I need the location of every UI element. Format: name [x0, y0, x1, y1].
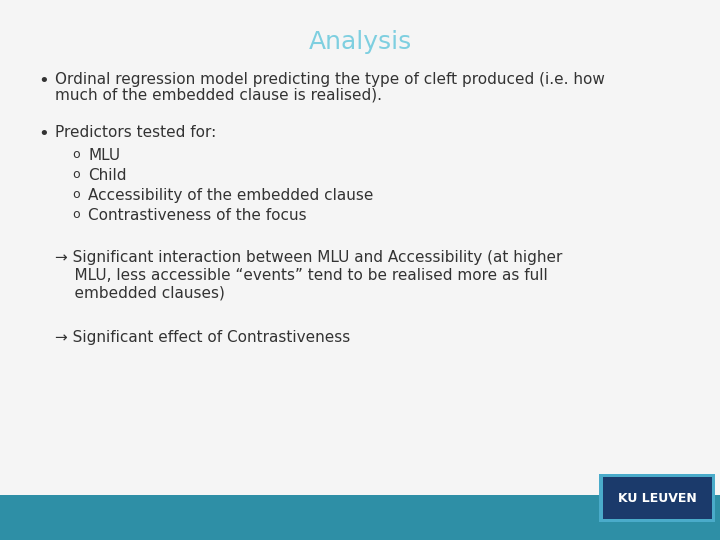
Text: Accessibility of the embedded clause: Accessibility of the embedded clause: [88, 188, 374, 203]
Text: MLU: MLU: [88, 148, 120, 163]
Bar: [599, 474, 715, 522]
Text: o: o: [72, 188, 80, 201]
Text: •: •: [38, 72, 49, 90]
Text: much of the embedded clause is realised).: much of the embedded clause is realised)…: [55, 88, 382, 103]
Text: o: o: [72, 148, 80, 161]
Text: Contrastiveness of the focus: Contrastiveness of the focus: [88, 208, 307, 223]
Text: Ordinal regression model predicting the type of cleft produced (i.e. how: Ordinal regression model predicting the …: [55, 72, 605, 87]
Bar: [603, 477, 712, 519]
Bar: [0, 495, 720, 540]
Text: MLU, less accessible “events” tend to be realised more as full: MLU, less accessible “events” tend to be…: [55, 268, 548, 283]
Text: o: o: [72, 208, 80, 221]
Text: KU LEUVEN: KU LEUVEN: [618, 491, 696, 504]
Text: → Significant effect of Contrastiveness: → Significant effect of Contrastiveness: [55, 330, 350, 345]
Text: embedded clauses): embedded clauses): [55, 286, 225, 301]
Text: •: •: [38, 125, 49, 143]
Text: o: o: [72, 168, 80, 181]
Text: Predictors tested for:: Predictors tested for:: [55, 125, 216, 140]
Text: → Significant interaction between MLU and Accessibility (at higher: → Significant interaction between MLU an…: [55, 250, 562, 265]
Text: Analysis: Analysis: [308, 30, 412, 54]
Text: Child: Child: [88, 168, 127, 183]
